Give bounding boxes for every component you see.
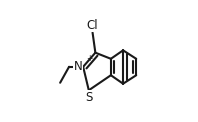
Text: Cl: Cl [87, 19, 98, 32]
Text: N: N [73, 60, 82, 73]
Text: +: + [86, 54, 92, 63]
Text: S: S [85, 91, 92, 104]
